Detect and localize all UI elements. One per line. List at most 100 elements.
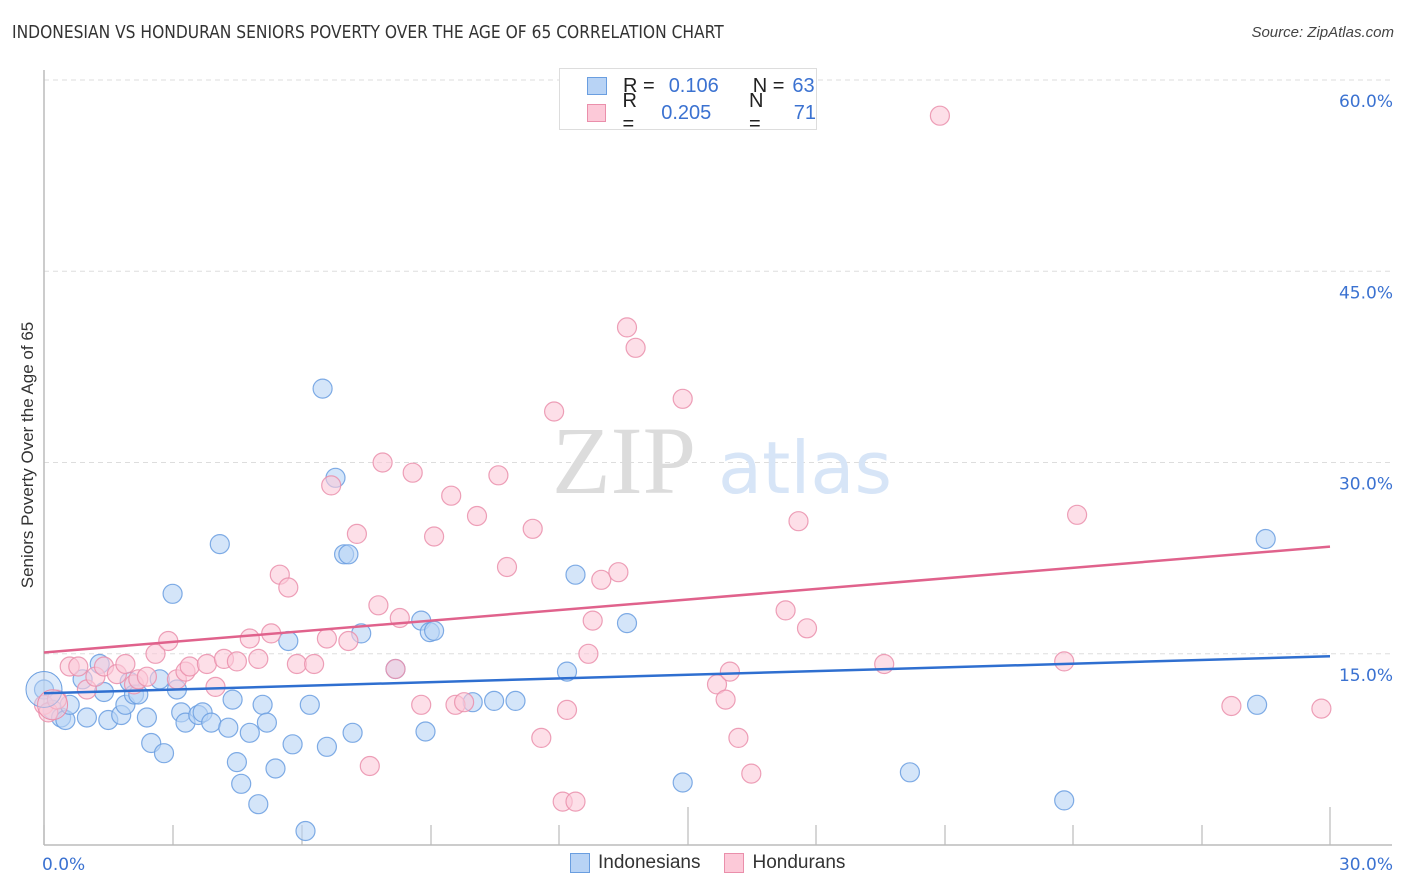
- data-point: [196, 653, 217, 675]
- data-point: [1255, 528, 1276, 550]
- data-point: [454, 692, 475, 713]
- data-point: [715, 689, 736, 710]
- data-point: [316, 736, 337, 757]
- data-point: [278, 630, 299, 652]
- data-point: [136, 707, 157, 728]
- data-point: [316, 628, 337, 649]
- data-point: [616, 612, 638, 634]
- data-point: [929, 105, 951, 126]
- legend-item-hondurans[interactable]: Hondurans: [724, 852, 845, 874]
- data-point: [1311, 698, 1332, 719]
- data-point: [136, 666, 157, 687]
- gridlines: [44, 79, 1392, 655]
- data-point: [76, 707, 98, 728]
- data-point: [415, 721, 436, 742]
- data-point: [556, 661, 578, 682]
- legend-swatch-pink: [587, 104, 607, 122]
- data-point: [321, 475, 342, 496]
- data-point: [672, 388, 693, 409]
- watermark-zip: ZIP: [552, 407, 696, 514]
- correlation-legend: R = 0.106 N = 63 R = 0.205 N = 71: [559, 68, 817, 135]
- trend-line: [43, 545, 1331, 654]
- data-point: [1054, 790, 1075, 811]
- x-tick-label: 30.0%: [1339, 855, 1393, 875]
- data-point: [719, 661, 741, 682]
- data-point: [582, 610, 603, 631]
- data-point: [1054, 651, 1075, 672]
- data-point: [385, 658, 406, 680]
- data-point: [424, 526, 445, 547]
- legend-n-value: 63: [792, 74, 815, 97]
- tick-labels: 15.0% 30.0% 45.0% 60.0% 0.0% 30.0%: [42, 92, 1393, 875]
- data-point: [248, 648, 269, 670]
- data-point: [424, 620, 445, 641]
- data-point: [741, 763, 762, 784]
- data-point: [488, 465, 509, 486]
- data-point-large: [25, 670, 63, 708]
- legend-r-value: 0.205: [661, 101, 712, 124]
- data-point: [1221, 695, 1242, 717]
- data-point: [239, 722, 260, 743]
- hondurans-swatch: [724, 853, 745, 873]
- data-point: [252, 694, 273, 715]
- y-tick-label: 15.0%: [1339, 666, 1393, 686]
- data-point: [346, 523, 367, 545]
- data-point: [543, 401, 565, 422]
- data-point-large: [37, 689, 69, 721]
- data-point: [359, 755, 380, 777]
- data-point: [775, 600, 796, 621]
- data-point: [278, 577, 299, 598]
- data-point: [788, 511, 809, 532]
- data-point: [286, 653, 307, 675]
- series-legend: Indonesians Hondurans: [570, 852, 869, 874]
- data-point: [608, 562, 629, 583]
- legend-n-label: N =: [748, 90, 764, 135]
- data-point: [591, 569, 612, 590]
- data-point: [796, 618, 818, 639]
- data-point: [411, 694, 432, 715]
- legend-row-indonesians: R = 0.106 N = 63: [560, 73, 815, 99]
- indonesians-label: Indonesians: [598, 852, 701, 873]
- legend-swatch-blue: [587, 77, 607, 95]
- legend-r-value: 0.106: [668, 74, 719, 97]
- legend-item-indonesians[interactable]: Indonesians: [570, 852, 700, 874]
- data-point: [565, 564, 586, 585]
- data-point: [299, 694, 320, 715]
- data-point: [205, 676, 226, 698]
- watermark-atlas: atlas: [718, 426, 892, 510]
- legend-r-label: R =: [623, 74, 655, 97]
- data-point: [1066, 504, 1088, 525]
- data-point: [616, 317, 638, 338]
- x-tick-label: 0.0%: [42, 855, 85, 875]
- data-point: [153, 743, 175, 764]
- data-point: [218, 717, 239, 738]
- data-point: [312, 378, 333, 399]
- data-point: [231, 773, 252, 794]
- legend-n-label: N =: [752, 74, 785, 97]
- data-point: [248, 794, 269, 815]
- data-point: [672, 772, 693, 793]
- data-point: [466, 505, 488, 527]
- data-point: [496, 556, 518, 578]
- legend-n-value: 71: [793, 101, 816, 124]
- data-point: [295, 820, 316, 842]
- data-point: [368, 595, 389, 616]
- data-point: [441, 485, 462, 506]
- data-point: [226, 651, 247, 672]
- data-point: [265, 758, 286, 779]
- trend-lines: [43, 545, 1331, 695]
- data-point: [625, 337, 646, 358]
- indonesians-swatch: [570, 853, 590, 873]
- y-tick-label: 30.0%: [1339, 475, 1393, 495]
- data-point: [338, 544, 359, 565]
- data-point: [556, 699, 578, 721]
- data-point: [899, 762, 921, 783]
- data-point: [578, 643, 599, 664]
- hondurans-label: Hondurans: [752, 852, 846, 873]
- data-point: [162, 583, 183, 604]
- data-point: [372, 452, 393, 473]
- data-point: [115, 653, 136, 675]
- data-point: [338, 630, 359, 652]
- data-point: [484, 690, 505, 712]
